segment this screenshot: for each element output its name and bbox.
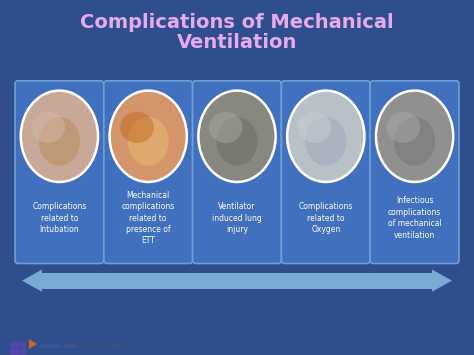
Bar xyxy=(10,353,14,355)
Text: Complications
related to
Oxygen: Complications related to Oxygen xyxy=(299,202,353,234)
Text: Complications of Mechanical: Complications of Mechanical xyxy=(80,13,394,32)
Bar xyxy=(16,353,19,355)
Bar xyxy=(10,342,14,346)
Ellipse shape xyxy=(377,92,452,181)
FancyBboxPatch shape xyxy=(370,81,459,263)
Bar xyxy=(16,348,19,351)
Ellipse shape xyxy=(200,92,274,181)
FancyBboxPatch shape xyxy=(192,81,282,263)
Ellipse shape xyxy=(288,92,363,181)
Ellipse shape xyxy=(111,92,186,181)
Polygon shape xyxy=(432,269,452,292)
Bar xyxy=(16,342,19,346)
Ellipse shape xyxy=(387,112,420,143)
Ellipse shape xyxy=(19,89,99,183)
Ellipse shape xyxy=(108,89,188,183)
Ellipse shape xyxy=(394,117,435,166)
Ellipse shape xyxy=(128,117,169,166)
Text: Critical Care Assembly: Critical Care Assembly xyxy=(62,344,126,349)
Ellipse shape xyxy=(209,112,243,143)
Ellipse shape xyxy=(120,112,154,143)
FancyBboxPatch shape xyxy=(104,81,192,263)
Text: Middle East: Middle East xyxy=(40,344,76,349)
Ellipse shape xyxy=(286,89,366,183)
Ellipse shape xyxy=(305,117,346,166)
Ellipse shape xyxy=(31,112,65,143)
Ellipse shape xyxy=(197,89,277,183)
Text: Ventilation: Ventilation xyxy=(177,33,297,52)
Text: Ventilator
induced lung
injury: Ventilator induced lung injury xyxy=(212,202,262,234)
Bar xyxy=(40,273,434,289)
Ellipse shape xyxy=(217,117,257,166)
Bar xyxy=(21,342,25,346)
Ellipse shape xyxy=(298,112,331,143)
FancyBboxPatch shape xyxy=(15,81,104,263)
Ellipse shape xyxy=(22,92,97,181)
Ellipse shape xyxy=(39,117,80,166)
Polygon shape xyxy=(22,269,42,292)
Text: Infectious
complications
of mechanical
ventilation: Infectious complications of mechanical v… xyxy=(388,196,441,240)
Text: Mechanical
complications
related to
presence of
ETT: Mechanical complications related to pres… xyxy=(121,191,175,245)
Ellipse shape xyxy=(375,89,455,183)
Polygon shape xyxy=(29,339,37,349)
FancyBboxPatch shape xyxy=(282,81,370,263)
Bar xyxy=(21,348,25,351)
Bar xyxy=(10,348,14,351)
Text: Complications
related to
Intubation: Complications related to Intubation xyxy=(32,202,87,234)
Bar xyxy=(21,353,25,355)
